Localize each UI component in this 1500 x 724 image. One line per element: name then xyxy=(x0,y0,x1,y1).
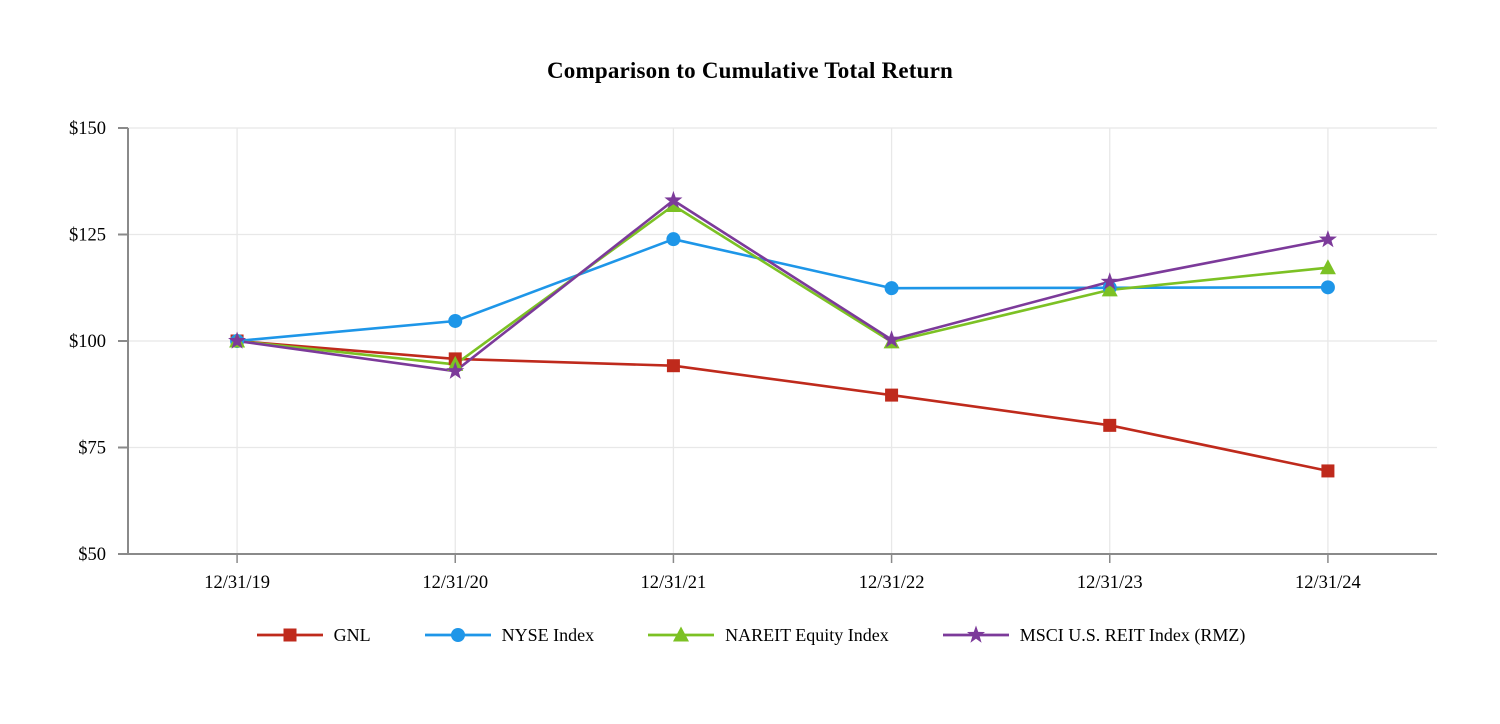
gridlines xyxy=(128,127,1437,555)
series-markers-1 xyxy=(230,232,1335,348)
x-tick-label: 12/31/24 xyxy=(1295,573,1361,593)
series-markers-0 xyxy=(230,334,1335,478)
x-axis-tick-labels: 12/31/19 12/31/20 12/31/21 12/31/22 12/31/23… xyxy=(204,573,1361,593)
y-tick-label: $75 xyxy=(78,439,106,459)
series-line-2 xyxy=(235,204,1330,366)
legend-item-nareit: NAREIT Equity Index xyxy=(646,624,889,646)
nyse-circle-swatch-icon xyxy=(424,628,491,642)
x-tick-label: 12/31/21 xyxy=(641,573,707,593)
legend-item-msci: MSCI U.S. REIT Index (RMZ) xyxy=(941,624,1246,646)
series-line-1 xyxy=(235,237,1330,343)
legend-label-gnl: GNL xyxy=(333,624,371,645)
series-markers-3 xyxy=(228,190,1337,379)
legend-item-nyse: NYSE Index xyxy=(423,624,595,646)
x-tick-label: 12/31/22 xyxy=(859,573,925,593)
x-tick-label: 12/31/19 xyxy=(204,573,270,593)
legend-label-nareit: NAREIT Equity Index xyxy=(725,624,889,645)
nareit-triangle-swatch-icon xyxy=(648,626,715,642)
y-tick-label: $150 xyxy=(69,119,106,139)
y-tick-label: $100 xyxy=(69,332,106,352)
series-line-0 xyxy=(235,339,1330,473)
chart-legend: GNL NYSE Index NAREIT Equity Index MSCI … xyxy=(0,624,1500,646)
legend-label-msci: MSCI U.S. REIT Index (RMZ) xyxy=(1019,624,1246,645)
axes xyxy=(118,127,1437,563)
msci-star-swatch-icon xyxy=(942,625,1009,643)
series-line-3 xyxy=(235,199,1330,373)
x-tick-label: 12/31/20 xyxy=(422,573,488,593)
legend-item-gnl: GNL xyxy=(255,624,371,646)
chart-title: Comparison to Cumulative Total Return xyxy=(546,58,954,83)
y-tick-label: $125 xyxy=(69,226,106,246)
y-axis-tick-labels: $50 $75 $100 $125 $150 xyxy=(69,119,106,565)
gnl-square-swatch-icon xyxy=(256,628,323,642)
x-tick-label: 12/31/23 xyxy=(1077,573,1143,593)
legend-label-nyse: NYSE Index xyxy=(501,624,595,645)
y-tick-label: $50 xyxy=(78,545,106,565)
